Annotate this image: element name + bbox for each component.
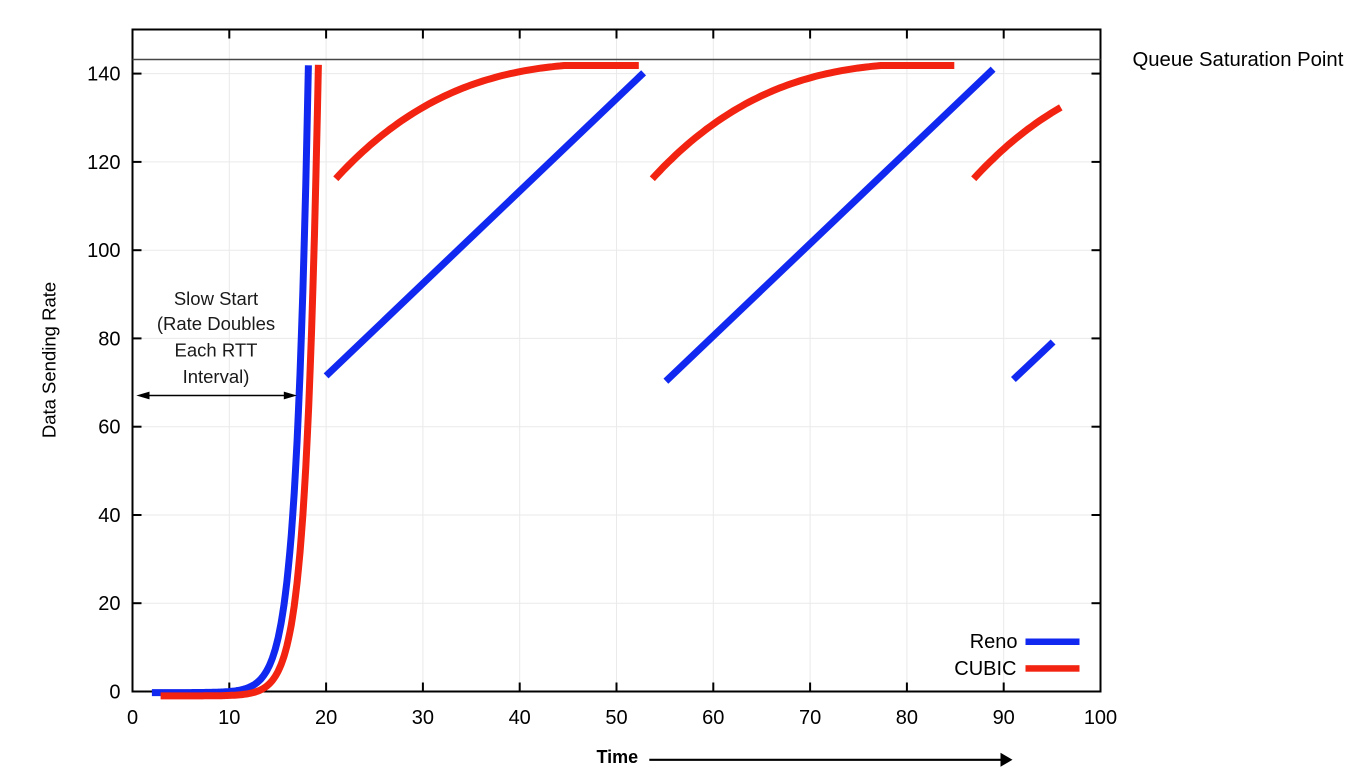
svg-text:40: 40 xyxy=(98,505,120,527)
svg-text:50: 50 xyxy=(605,707,627,729)
svg-text:10: 10 xyxy=(218,707,240,729)
svg-text:20: 20 xyxy=(315,707,337,729)
svg-text:80: 80 xyxy=(896,707,918,729)
svg-text:100: 100 xyxy=(87,240,120,262)
svg-text:80: 80 xyxy=(98,328,120,350)
svg-text:60: 60 xyxy=(98,417,120,439)
svg-text:Interval): Interval) xyxy=(183,366,250,387)
svg-text:70: 70 xyxy=(799,707,821,729)
svg-text:20: 20 xyxy=(98,593,120,615)
svg-text:Slow Start: Slow Start xyxy=(174,288,258,309)
svg-text:Queue Saturation Point: Queue Saturation Point xyxy=(1133,49,1344,71)
svg-text:140: 140 xyxy=(87,64,120,86)
svg-text:0: 0 xyxy=(109,682,120,704)
svg-text:(Rate Doubles: (Rate Doubles xyxy=(157,313,275,334)
svg-text:Data Sending Rate: Data Sending Rate xyxy=(39,282,60,438)
svg-text:0: 0 xyxy=(127,707,138,729)
svg-text:60: 60 xyxy=(702,707,724,729)
svg-text:Reno: Reno xyxy=(970,631,1018,653)
svg-text:Each RTT: Each RTT xyxy=(175,340,258,361)
svg-text:90: 90 xyxy=(993,707,1015,729)
svg-text:CUBIC: CUBIC xyxy=(954,658,1016,680)
svg-text:120: 120 xyxy=(87,152,120,174)
svg-text:40: 40 xyxy=(509,707,531,729)
svg-text:100: 100 xyxy=(1084,707,1117,729)
svg-text:Time: Time xyxy=(596,747,638,767)
svg-text:30: 30 xyxy=(412,707,434,729)
